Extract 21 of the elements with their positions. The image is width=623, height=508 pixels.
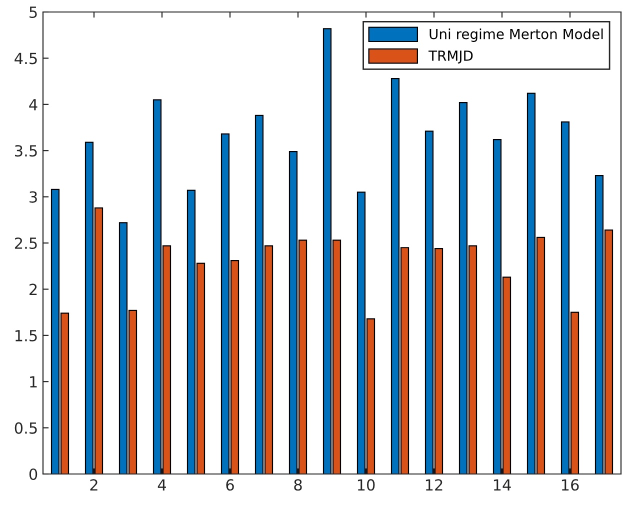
x-tick-label: 16 bbox=[562, 479, 579, 491]
y-tick-label: 2 bbox=[30, 284, 37, 296]
y-tick-label: 1.5 bbox=[16, 330, 37, 342]
y-tick-label: 0.5 bbox=[14, 422, 37, 434]
y-tick-label: 5 bbox=[30, 6, 37, 18]
y-tick-label: 4.5 bbox=[14, 52, 37, 64]
y-tick-label: 3.5 bbox=[15, 145, 37, 157]
y-tick-label: 4 bbox=[29, 99, 38, 110]
x-tick-label: 10 bbox=[358, 479, 375, 491]
x-tick-label: 6 bbox=[226, 479, 234, 491]
y-tick-label: 0 bbox=[29, 468, 38, 480]
x-tick-label: 8 bbox=[294, 479, 302, 491]
x-tick-label: 14 bbox=[494, 479, 511, 490]
legend-label: TRMJD bbox=[428, 50, 473, 64]
y-tick-label: 2.5 bbox=[14, 237, 37, 250]
x-tick-label: 4 bbox=[158, 479, 166, 490]
y-tick-label: 1 bbox=[30, 376, 37, 388]
x-tick-label: 12 bbox=[426, 479, 442, 490]
legend-label: Uni regime Merton Model bbox=[430, 28, 603, 42]
y-tick-label: 3 bbox=[30, 191, 37, 203]
x-tick-label: 2 bbox=[90, 479, 98, 490]
